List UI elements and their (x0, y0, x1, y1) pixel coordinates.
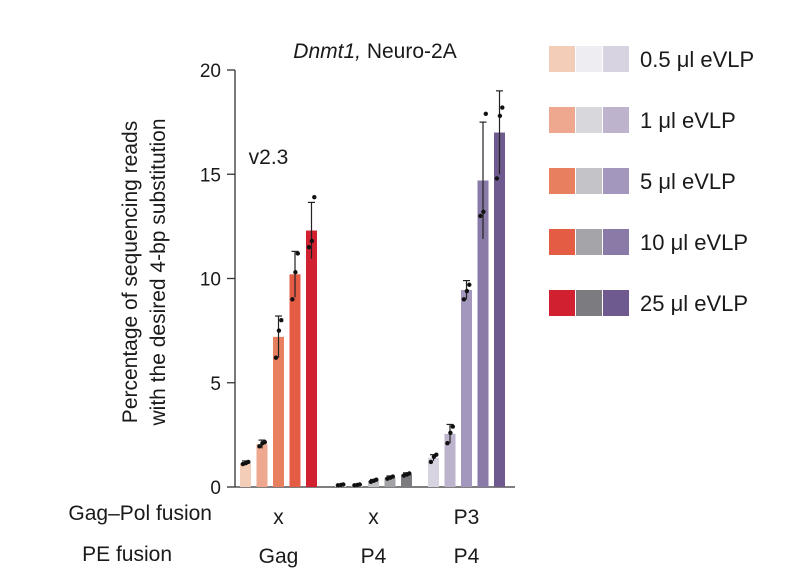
legend-swatch (576, 107, 602, 133)
bar (240, 463, 251, 487)
data-point (262, 439, 267, 445)
y-tick-label: 15 (200, 165, 221, 186)
y-tick-label: 20 (200, 61, 221, 82)
y-tick-label: 0 (210, 478, 221, 499)
legend-swatch (603, 46, 629, 72)
data-point (448, 430, 453, 435)
legend-swatch (549, 107, 575, 133)
row-label-pe: PE fusion (82, 543, 172, 566)
bar (401, 474, 412, 487)
data-point (257, 444, 262, 449)
legend-swatch (549, 229, 575, 255)
data-point (276, 328, 282, 333)
legend-swatch (549, 168, 575, 194)
data-point (246, 459, 251, 465)
data-point (279, 318, 284, 323)
x-label-gagpol: P3 (454, 506, 480, 529)
data-point (483, 111, 488, 116)
legend-label: 10 μl eVLP (640, 230, 748, 255)
y-axis-label-line2: with the desired 4-bp substitution (147, 118, 170, 426)
data-point (478, 213, 483, 219)
data-point (273, 355, 279, 360)
bar (306, 230, 317, 488)
y-tick-label: 10 (200, 270, 221, 291)
chart-title-gene: Dnmt1, (293, 40, 361, 63)
x-label-gagpol: x (273, 506, 284, 529)
legend-swatch (576, 46, 602, 72)
legend-swatch (603, 107, 629, 133)
data-point (450, 424, 455, 429)
data-point (434, 452, 439, 457)
data-point (312, 194, 317, 200)
legend-swatch (549, 290, 575, 316)
legend: 0.5 μl eVLP 1 μl eVLP 5 μl eVLP 10 μl eVLP 2… (549, 46, 754, 316)
bar (444, 433, 456, 487)
bar (461, 289, 472, 487)
y-axis-label-line1: Percentage of sequencing reads (119, 121, 142, 423)
legend-swatch (603, 290, 629, 316)
bar (273, 336, 284, 487)
data-point (428, 459, 434, 465)
bar (384, 477, 396, 487)
bar (368, 480, 379, 487)
data-point (374, 477, 379, 482)
data-point (467, 282, 472, 287)
y-tick-label: 5 (210, 374, 221, 395)
legend-swatch (603, 229, 629, 255)
legend-swatch (576, 290, 602, 316)
x-label-gagpol: x (368, 506, 379, 529)
x-label-pe: P4 (361, 545, 387, 568)
legend-label: 25 μl eVLP (640, 291, 748, 316)
data-point (357, 482, 362, 487)
data-point (464, 288, 470, 294)
legend-label: 1 μl eVLP (640, 108, 736, 133)
x-label-pe: Gag (259, 545, 299, 568)
legend-label: 5 μl eVLP (640, 169, 736, 194)
bar (256, 444, 268, 487)
bar (289, 274, 301, 487)
row-label-gagpol: Gag–Pol fusion (68, 502, 212, 525)
data-point (390, 474, 395, 479)
legend-swatch (549, 46, 575, 72)
chart-title-cell-line: Neuro-2A (361, 40, 457, 63)
data-point (494, 176, 500, 181)
x-label-pe: P4 (454, 545, 480, 568)
data-point (500, 105, 505, 110)
data-point (461, 297, 467, 302)
legend-swatch (576, 229, 602, 255)
chart-title: Dnmt1, Neuro-2A (293, 40, 456, 63)
data-point (481, 209, 486, 214)
legend-label: 0.5 μl eVLP (640, 47, 754, 72)
data-point (309, 238, 315, 244)
data-point (293, 270, 298, 275)
data-point (497, 113, 503, 119)
data-point (341, 482, 346, 487)
data-point (295, 251, 300, 256)
bar (477, 180, 489, 487)
plot-area: 0 5 10 15 20 x Gag v2.3 x P4 P3 P4 (200, 61, 515, 568)
data-point (290, 297, 295, 302)
data-point (306, 245, 312, 250)
legend-swatch (603, 168, 629, 194)
group-annotation: v2.3 (249, 146, 289, 169)
data-point (407, 471, 412, 476)
bar (494, 132, 505, 488)
bar (428, 457, 439, 487)
data-point (445, 441, 450, 446)
legend-swatch (576, 168, 602, 194)
